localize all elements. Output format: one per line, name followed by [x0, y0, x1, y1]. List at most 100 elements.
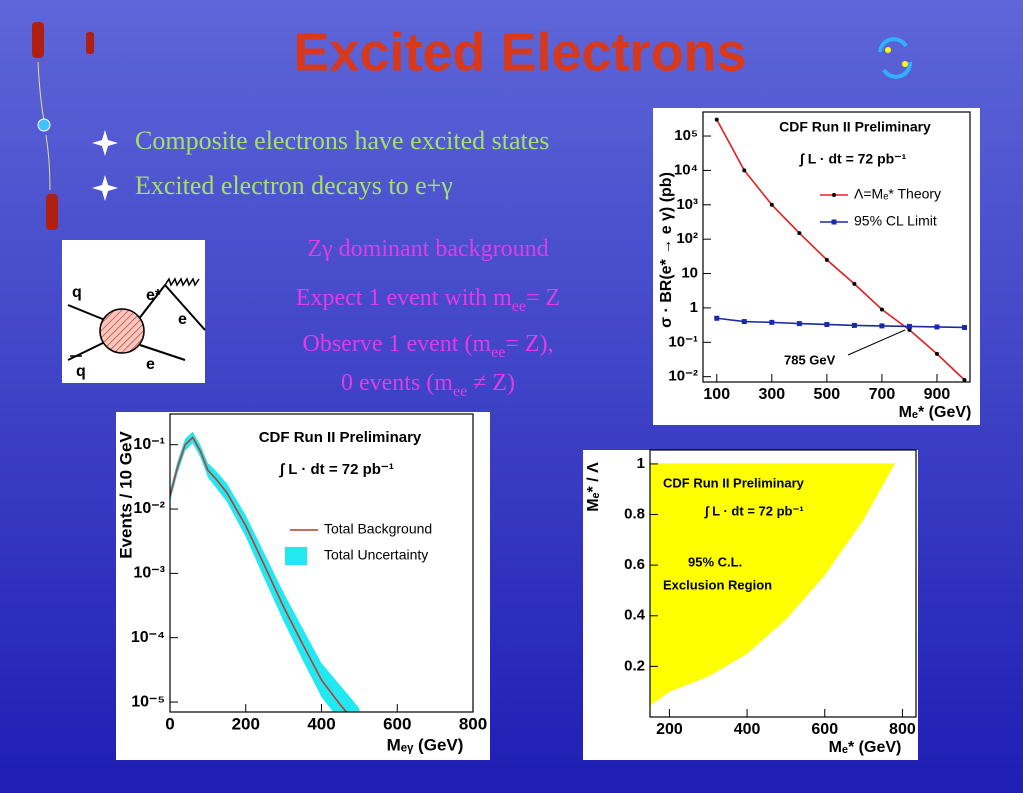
legend-label: Total Uncertainty: [324, 547, 428, 563]
point: [961, 324, 967, 330]
x-axis-label: Mₑᵧ (GeV): [387, 735, 464, 754]
y-axis-label: Mₑ* / Λ: [585, 462, 602, 512]
plot-area: [714, 117, 967, 382]
annotation: ∫ L · dt = 72 pb⁻¹: [279, 461, 394, 478]
point: [714, 315, 720, 321]
point: [797, 231, 802, 236]
feynman-diagram: [62, 240, 206, 383]
y-tick-label: 0.2: [624, 657, 645, 674]
note-segment: Observe 1 event (m: [303, 331, 492, 357]
x-tick-label: 900: [924, 386, 951, 403]
series-line: [716, 317, 965, 329]
y-tick-label: 10⁻⁴: [131, 629, 165, 646]
point: [906, 323, 912, 329]
x-tick-label: 800: [889, 721, 916, 738]
legend-swatch: [285, 547, 307, 565]
annotation: ∫ L · dt = 72 pb⁻¹: [704, 503, 804, 518]
x-axis-label: Mₑ* (GeV): [899, 404, 972, 421]
point: [741, 319, 747, 325]
plot-area: [170, 431, 360, 712]
x-tick-label: 0: [165, 714, 174, 733]
point: [769, 202, 774, 207]
diagram-label: e*: [146, 287, 162, 304]
decoration: [32, 22, 912, 230]
uncertainty-band: [170, 431, 360, 712]
y-tick-label: 10⁻²: [133, 500, 165, 517]
plot-border: [649, 449, 917, 718]
note-segment: Expect 1 event with m: [296, 285, 512, 311]
annotation: 95% C.L.: [688, 554, 742, 569]
point: [962, 378, 967, 382]
series-line: [170, 436, 348, 712]
plot-border: [702, 111, 971, 383]
legend-label: Total Background: [324, 521, 432, 537]
annotation: CDF Run II Preliminary: [663, 475, 805, 490]
note: Observe 1 event (mee= Z),: [303, 331, 554, 362]
note: Expect 1 event with mee= Z: [296, 285, 560, 316]
chart: 10⁻⁵ 10⁻⁴ 10⁻³ 10⁻² 10⁻¹ 0 200 400 600 800 Mₑᵧ (Ge…: [116, 412, 490, 760]
x-axis-label: Mₑ* (GeV): [829, 739, 902, 756]
legend-marker: [832, 193, 836, 197]
note-segment: ee: [491, 344, 505, 361]
legend-label: Λ=Mₑ* Theory: [854, 186, 941, 202]
y-tick-label: 10³: [676, 196, 698, 213]
point: [824, 321, 830, 327]
annotation: ∫ L · dt = 72 pb⁻¹: [799, 151, 907, 168]
note-segment: ≠ Z): [467, 370, 515, 396]
bullet: Composite electrons have excited states: [135, 126, 549, 155]
legend-marker: [831, 219, 837, 225]
y-tick-label: 10: [681, 265, 698, 282]
title: Excited Electrons: [293, 22, 746, 82]
x-tick-label: 400: [734, 721, 761, 738]
y-tick-label: 10⁻¹: [668, 333, 698, 350]
point: [796, 321, 802, 327]
point: [851, 322, 857, 328]
x-tick-label: 700: [869, 386, 896, 403]
x-tick-label: 300: [758, 386, 785, 403]
y-tick-label: 10⁻⁵: [131, 693, 165, 710]
chart: 10⁻² 10⁻¹ 1 10 10² 10³ 10⁴ 10⁵ 100 300 500 700 900Mₑ…: [653, 108, 980, 425]
diagram-label: q: [76, 363, 86, 380]
exclusion-area: [650, 463, 895, 706]
y-axis-label: σ · BR(e* → e γ) (pb): [658, 172, 675, 328]
x-tick-label: 600: [383, 714, 411, 733]
plot-area: [650, 463, 895, 706]
x-tick-label: 600: [811, 721, 838, 738]
point: [824, 257, 829, 262]
x-tick-label: 400: [307, 714, 335, 733]
diagram-label: q: [72, 284, 82, 301]
point: [742, 168, 747, 173]
diagram-label: e: [146, 356, 155, 373]
y-tick-label: 1: [637, 455, 645, 472]
diagram-label: e: [178, 311, 187, 328]
point: [852, 281, 857, 286]
legend-label: 95% CL Limit: [854, 213, 937, 229]
x-tick-label: 200: [232, 714, 260, 733]
note: 0 events (mee ≠ Z): [341, 370, 515, 401]
note-segment: Zγ dominant background: [307, 236, 548, 262]
point: [934, 351, 939, 356]
x-tick-label: 200: [656, 721, 683, 738]
point: [879, 307, 884, 312]
point: [714, 117, 719, 122]
note-segment: ee: [453, 383, 467, 400]
annotation-arrow: [847, 329, 906, 356]
y-tick-label: 0.8: [624, 506, 645, 523]
y-tick-label: 10⁻¹: [133, 436, 165, 453]
note-segment: 0 events (m: [341, 370, 453, 396]
y-tick-label: 10⁴: [674, 161, 698, 178]
series-line: [716, 119, 966, 381]
annotation: 785 GeV: [784, 352, 836, 367]
note-segment: = Z: [526, 285, 560, 311]
y-tick-label: 10⁻³: [133, 565, 165, 582]
point: [769, 319, 775, 325]
note: Zγ dominant background: [307, 236, 548, 262]
x-tick-label: 500: [814, 386, 841, 403]
y-tick-label: 10⁵: [674, 127, 698, 144]
y-tick-label: 0.6: [624, 556, 645, 573]
chart-frame: [653, 108, 980, 425]
annotation: CDF Run II Preliminary: [779, 119, 931, 135]
annotation: CDF Run II Preliminary: [259, 429, 422, 446]
